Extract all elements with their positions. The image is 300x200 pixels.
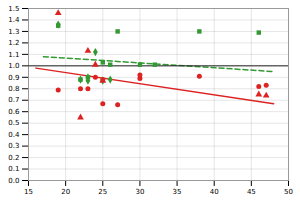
svg-text:0.3: 0.3 xyxy=(8,142,19,150)
svg-text:1.2: 1.2 xyxy=(8,39,19,47)
svg-text:45: 45 xyxy=(247,188,256,196)
svg-text:0.9: 0.9 xyxy=(8,74,19,82)
svg-text:20: 20 xyxy=(61,188,70,196)
svg-text:1.3: 1.3 xyxy=(8,28,19,36)
svg-text:25: 25 xyxy=(98,188,107,196)
svg-text:1.0: 1.0 xyxy=(8,62,19,70)
svg-text:40: 40 xyxy=(210,188,219,196)
svg-text:0.0: 0.0 xyxy=(8,177,19,185)
svg-text:1.1: 1.1 xyxy=(8,51,19,59)
svg-text:50: 50 xyxy=(284,188,293,196)
svg-text:0.6: 0.6 xyxy=(8,108,20,116)
svg-text:15: 15 xyxy=(24,188,33,196)
svg-text:0.8: 0.8 xyxy=(8,85,19,93)
svg-text:1.4: 1.4 xyxy=(8,16,20,24)
svg-text:1.5: 1.5 xyxy=(8,5,19,13)
svg-text:35: 35 xyxy=(173,188,182,196)
svg-text:0.1: 0.1 xyxy=(8,165,19,173)
svg-text:0.5: 0.5 xyxy=(8,119,19,127)
svg-text:30: 30 xyxy=(135,188,144,196)
svg-text:0.2: 0.2 xyxy=(8,154,19,162)
svg-text:0.4: 0.4 xyxy=(8,131,20,139)
svg-text:0.7: 0.7 xyxy=(8,96,19,104)
